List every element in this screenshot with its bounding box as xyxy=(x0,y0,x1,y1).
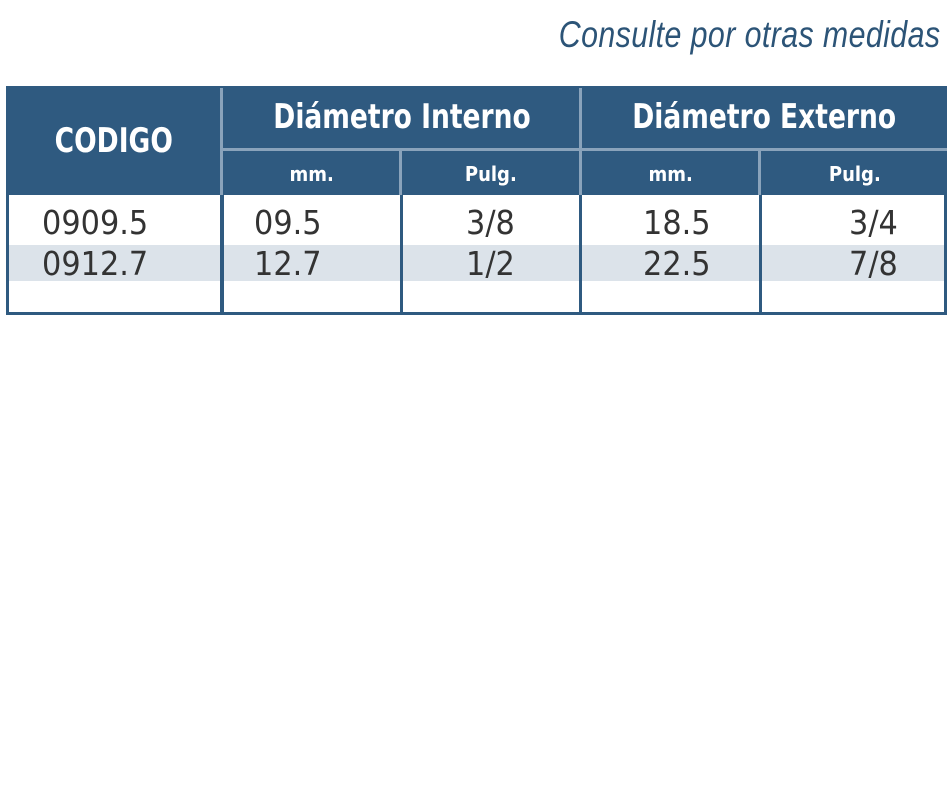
table-row-1-interno-mm: 09.5 xyxy=(254,203,322,242)
header-divider-horizontal xyxy=(223,148,947,151)
table-row-1-interno-pulg: 3/8 xyxy=(466,203,515,242)
sizes-table: CODIGO Diámetro Interno Diámetro Externo… xyxy=(6,86,947,315)
header-divider-4 xyxy=(758,151,761,195)
body-divider-4 xyxy=(759,195,762,312)
table-body: 0909.5 09.5 3/8 18.5 3/4 0912.7 12.7 1/2… xyxy=(9,195,944,312)
table-row-2-externo-pulg: 7/8 xyxy=(849,244,898,283)
table-row-2-codigo: 0912.7 xyxy=(42,244,149,283)
header-divider-2 xyxy=(579,88,582,195)
table-row-2-interno-pulg: 1/2 xyxy=(466,244,515,283)
subheader-interno-pulg: Pulg. xyxy=(465,161,517,186)
table-row-2-externo-mm: 22.5 xyxy=(643,244,711,283)
table-row-1-externo-pulg: 3/4 xyxy=(849,203,898,242)
subheader-externo-pulg: Pulg. xyxy=(828,161,881,186)
header-diametro-interno: Diámetro Interno xyxy=(273,97,531,137)
body-divider-3 xyxy=(579,195,582,312)
note-other-sizes: Consulte por otras medidas xyxy=(558,14,940,55)
body-divider-1 xyxy=(220,195,224,312)
header-divider-1 xyxy=(220,88,223,195)
table-row-2-interno-mm: 12.7 xyxy=(254,244,322,283)
body-divider-2 xyxy=(400,195,403,312)
table-row-1-externo-mm: 18.5 xyxy=(643,203,711,242)
header-divider-3 xyxy=(399,151,402,195)
subheader-interno-mm: mm. xyxy=(289,161,335,186)
header-diametro-externo: Diámetro Externo xyxy=(632,97,897,137)
row-band xyxy=(9,245,944,281)
table-row-1-codigo: 0909.5 xyxy=(42,203,149,242)
header-codigo: CODIGO xyxy=(54,120,173,161)
subheader-externo-mm: mm. xyxy=(648,161,694,186)
